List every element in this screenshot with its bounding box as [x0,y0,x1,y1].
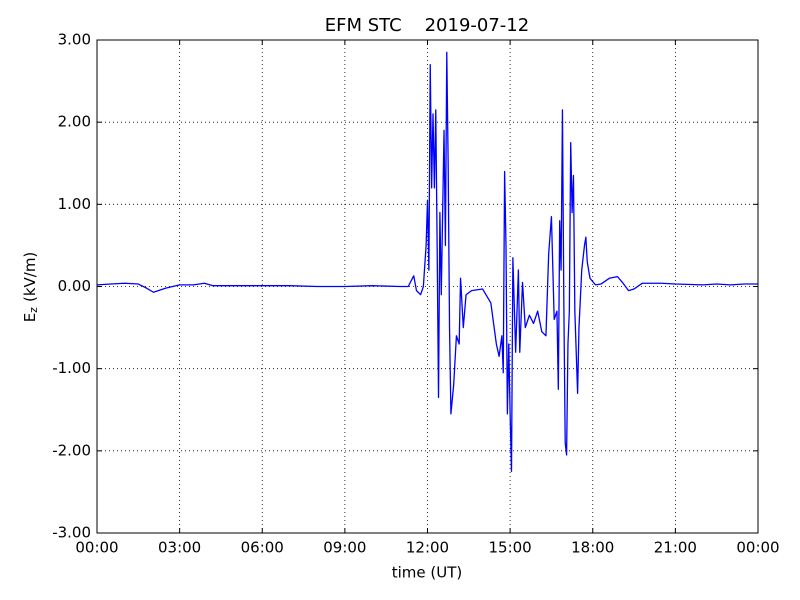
x-tick-label: 18:00 [571,539,614,557]
y-axis-label: Ez (kV/m) [21,252,41,323]
y-tick-label: 2.00 [58,113,91,131]
y-tick-label: -3.00 [52,524,91,542]
plot-frame [96,39,759,534]
x-tick-label: 00:00 [75,539,118,557]
y-axis-label-unit: (kV/m) [21,252,39,302]
data-line [96,51,758,473]
y-tick-label: 1.00 [58,195,91,213]
chart-title: EFM STC 2019-07-12 [325,15,529,36]
x-tick-label: 12:00 [406,539,449,557]
y-tick-label: -1.00 [52,359,91,377]
x-tick-label: 03:00 [158,539,201,557]
x-tick-label: 09:00 [323,539,366,557]
x-axis-label: time (UT) [392,564,463,582]
x-tick-label: 15:00 [489,539,532,557]
x-tick-label: 00:00 [736,539,779,557]
y-tick-label: 3.00 [58,31,91,49]
y-axis-label-base: E [21,313,39,322]
y-tick-label: 0.00 [58,277,91,295]
x-tick-label: 21:00 [654,539,697,557]
x-tick-label: 06:00 [241,539,284,557]
y-tick-label: -2.00 [52,441,91,459]
y-axis-label-subscript: z [27,307,40,313]
